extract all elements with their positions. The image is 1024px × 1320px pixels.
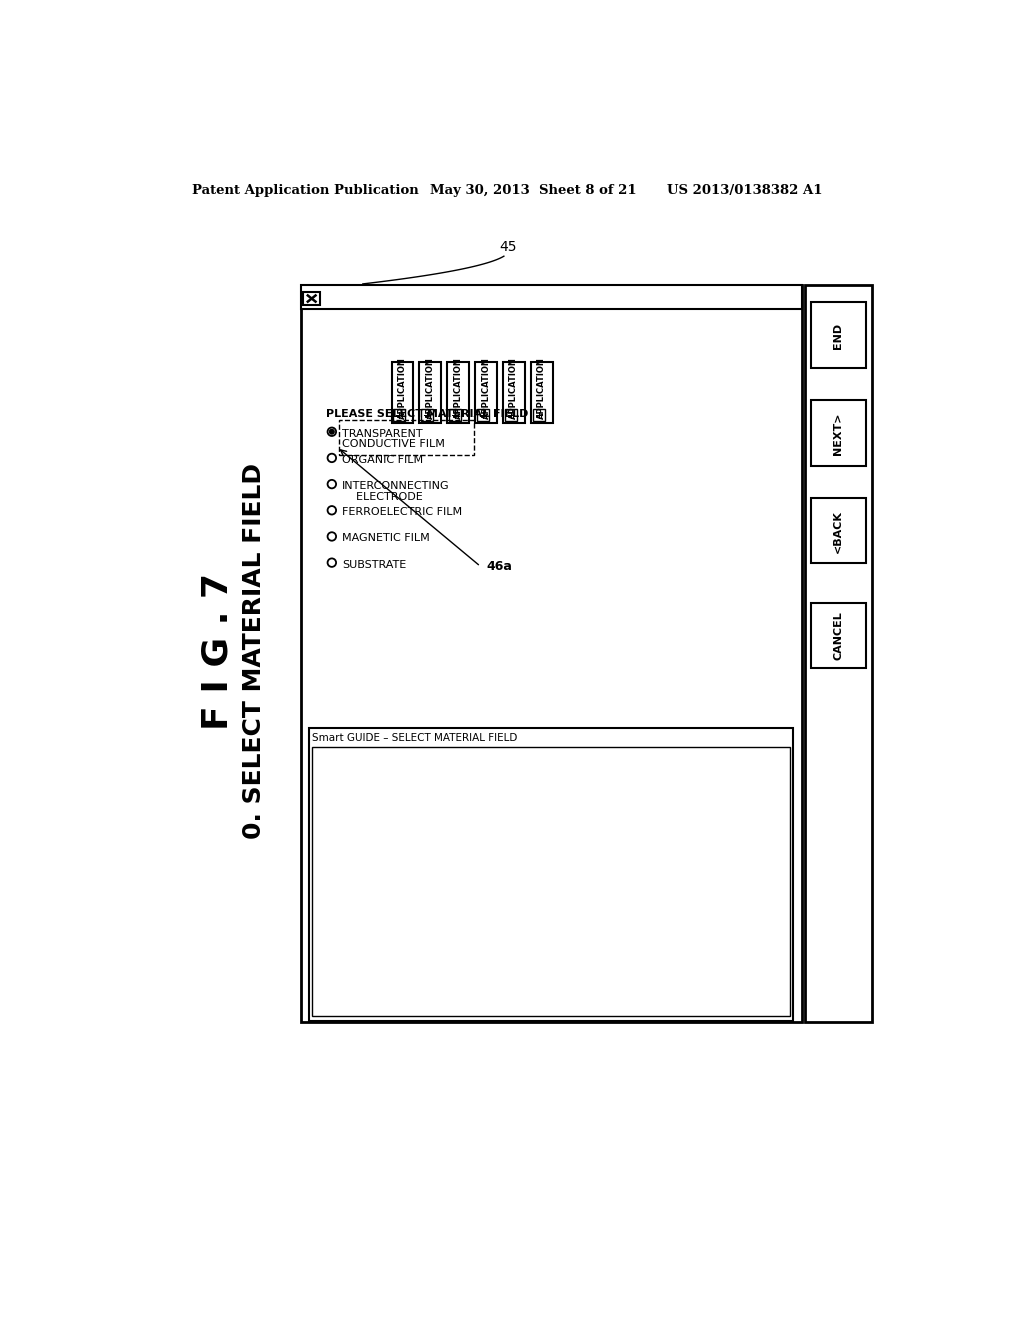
Text: 46a: 46a: [486, 560, 512, 573]
Text: APPLICATION: APPLICATION: [426, 356, 435, 418]
Text: FERROELECTRIC FILM: FERROELECTRIC FILM: [342, 507, 462, 517]
Text: APPLICATION: APPLICATION: [454, 356, 463, 418]
Text: Patent Application Publication: Patent Application Publication: [191, 185, 418, 197]
Bar: [421, 409, 433, 421]
Text: CONDUCTIVE FILM: CONDUCTIVE FILM: [342, 440, 444, 449]
Text: END: END: [834, 322, 844, 348]
Bar: [391, 363, 414, 422]
Bar: [447, 363, 469, 422]
Bar: [420, 363, 441, 422]
Text: <BACK: <BACK: [834, 510, 844, 553]
Bar: [531, 363, 553, 422]
Bar: [811, 498, 866, 564]
Text: NEXT>: NEXT>: [834, 412, 844, 454]
Bar: [477, 409, 489, 421]
Bar: [301, 285, 802, 1022]
Text: F I G . 7: F I G . 7: [200, 573, 234, 730]
Text: PLEASE SELECT MATERIAL FIELD: PLEASE SELECT MATERIAL FIELD: [326, 409, 528, 418]
Text: APPLICATION: APPLICATION: [481, 356, 490, 418]
Bar: [303, 292, 321, 305]
Bar: [811, 603, 866, 668]
Text: US 2013/0138382 A1: US 2013/0138382 A1: [667, 185, 822, 197]
Bar: [532, 409, 545, 421]
Text: MAGNETIC FILM: MAGNETIC FILM: [342, 533, 430, 544]
Text: TRANSPARENT: TRANSPARENT: [342, 429, 423, 438]
Circle shape: [330, 429, 334, 434]
Text: May 30, 2013  Sheet 8 of 21: May 30, 2013 Sheet 8 of 21: [430, 185, 637, 197]
Text: 45: 45: [499, 240, 516, 253]
Text: Smart GUIDE – SELECT MATERIAL FIELD: Smart GUIDE – SELECT MATERIAL FIELD: [312, 733, 518, 743]
Text: INTERCONNECTING: INTERCONNECTING: [342, 480, 450, 491]
Bar: [475, 363, 497, 422]
Bar: [503, 363, 525, 422]
Text: APPLICATION: APPLICATION: [510, 356, 518, 418]
Bar: [505, 409, 517, 421]
Text: ELECTRODE: ELECTRODE: [342, 492, 423, 502]
Bar: [811, 400, 866, 466]
Bar: [393, 409, 406, 421]
Text: CANCEL: CANCEL: [834, 611, 844, 660]
Text: APPLICATION: APPLICATION: [538, 356, 547, 418]
Bar: [339, 420, 474, 455]
Text: 0. SELECT MATERIAL FIELD: 0. SELECT MATERIAL FIELD: [243, 463, 266, 840]
Bar: [309, 729, 793, 1020]
Bar: [805, 285, 872, 1022]
Text: SUBSTRATE: SUBSTRATE: [342, 560, 407, 569]
Bar: [312, 747, 790, 1016]
Bar: [811, 302, 866, 368]
Bar: [449, 409, 461, 421]
Text: ORGANIC FILM: ORGANIC FILM: [342, 455, 423, 465]
Bar: [301, 285, 802, 309]
Text: APPLICATION: APPLICATION: [398, 356, 407, 418]
